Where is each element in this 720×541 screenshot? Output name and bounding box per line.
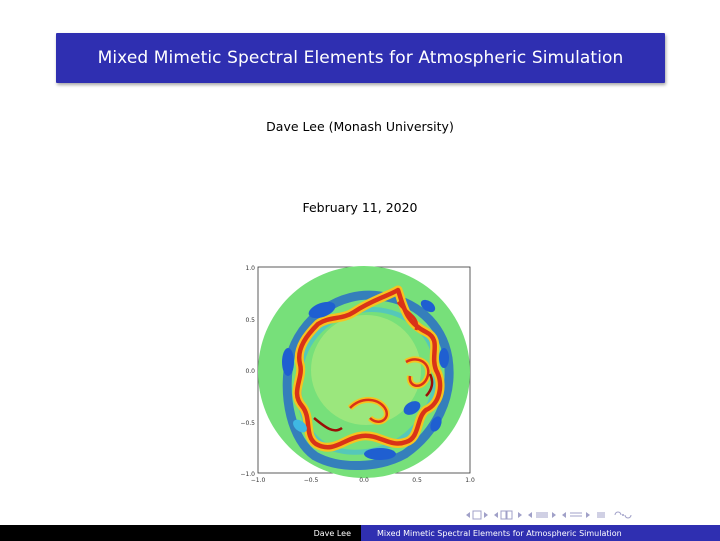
section-navigation-icon[interactable] [528, 510, 556, 520]
footer-title: Mixed Mimetic Spectral Elements for Atmo… [361, 525, 720, 541]
simulation-figure: 1.0 0.5 0.0 −0.5 −1.0 −1.0 −0.5 0.0 0.5 … [230, 258, 480, 492]
y-tick-label: 1.0 [245, 265, 255, 272]
x-tick-label: −1.0 [251, 477, 266, 484]
x-tick-label: −0.5 [304, 477, 319, 484]
align-icon[interactable] [596, 510, 606, 520]
y-tick-label: −1.0 [240, 471, 255, 478]
footer-author: Dave Lee [0, 525, 361, 541]
slide-navigation-icon[interactable] [562, 510, 590, 520]
author-line: Dave Lee (Monash University) [266, 119, 454, 134]
y-tick-label: 0.0 [245, 368, 255, 375]
y-tick-label: 0.5 [245, 317, 255, 324]
slide-title: Mixed Mimetic Spectral Elements for Atmo… [97, 48, 624, 68]
subsection-navigation-icon[interactable] [494, 510, 522, 520]
x-tick-label: 0.5 [412, 477, 422, 484]
x-tick-label: 1.0 [465, 477, 475, 484]
beamer-navigation-bar [466, 508, 634, 522]
footer-bar: Dave Lee Mixed Mimetic Spectral Elements… [0, 525, 720, 541]
vorticity-plot: 1.0 0.5 0.0 −0.5 −1.0 −1.0 −0.5 0.0 0.5 … [240, 265, 475, 484]
y-tick-label: −0.5 [240, 420, 255, 427]
date-line: February 11, 2020 [302, 200, 418, 215]
frame-navigation-icon[interactable] [466, 510, 488, 520]
slide-title-box: Mixed Mimetic Spectral Elements for Atmo… [56, 33, 665, 83]
search-icon[interactable] [612, 510, 634, 520]
x-tick-label: 0.0 [359, 477, 369, 484]
